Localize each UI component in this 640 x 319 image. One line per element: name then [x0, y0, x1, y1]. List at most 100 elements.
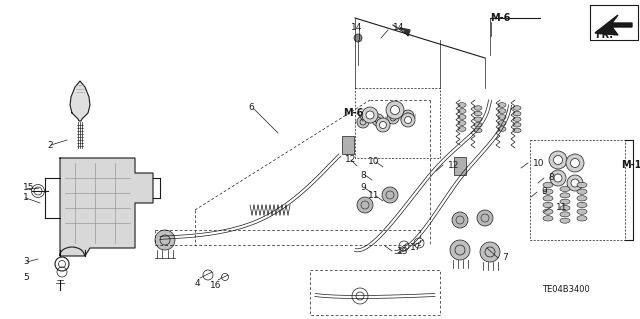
- Ellipse shape: [560, 218, 570, 223]
- Text: 9: 9: [541, 188, 547, 197]
- Ellipse shape: [543, 189, 553, 194]
- Text: 15: 15: [23, 183, 35, 192]
- Circle shape: [362, 107, 378, 123]
- Circle shape: [155, 230, 175, 250]
- Ellipse shape: [560, 187, 570, 191]
- Ellipse shape: [577, 189, 587, 194]
- Text: M-16: M-16: [621, 160, 640, 170]
- Ellipse shape: [474, 106, 482, 110]
- FancyBboxPatch shape: [342, 136, 354, 154]
- Polygon shape: [400, 113, 416, 119]
- Text: 2: 2: [47, 140, 52, 150]
- Circle shape: [554, 155, 563, 165]
- Ellipse shape: [513, 117, 521, 122]
- Ellipse shape: [577, 216, 587, 221]
- FancyBboxPatch shape: [454, 157, 466, 175]
- Ellipse shape: [543, 209, 553, 214]
- Circle shape: [386, 101, 404, 119]
- Polygon shape: [70, 81, 90, 121]
- Ellipse shape: [513, 106, 521, 110]
- Ellipse shape: [543, 216, 553, 221]
- Ellipse shape: [543, 196, 553, 201]
- Polygon shape: [370, 117, 386, 123]
- Ellipse shape: [474, 128, 482, 133]
- Circle shape: [477, 210, 493, 226]
- Circle shape: [380, 122, 387, 129]
- Ellipse shape: [498, 108, 506, 113]
- Ellipse shape: [577, 182, 587, 188]
- Ellipse shape: [513, 111, 521, 116]
- Polygon shape: [400, 28, 410, 36]
- Text: 17: 17: [410, 243, 422, 253]
- Text: 10: 10: [368, 158, 380, 167]
- Text: 3: 3: [23, 257, 29, 266]
- Ellipse shape: [498, 115, 506, 119]
- Circle shape: [452, 212, 468, 228]
- Ellipse shape: [513, 128, 521, 133]
- Circle shape: [550, 170, 566, 186]
- Text: 11: 11: [368, 191, 380, 201]
- Circle shape: [450, 240, 470, 260]
- Text: 12: 12: [345, 155, 356, 165]
- Circle shape: [354, 34, 362, 42]
- Ellipse shape: [543, 202, 553, 208]
- Circle shape: [549, 151, 567, 169]
- Text: 11: 11: [556, 203, 568, 211]
- Text: FR.: FR.: [595, 30, 613, 40]
- Text: 8: 8: [548, 174, 554, 182]
- Text: 9: 9: [360, 183, 365, 192]
- Text: 1: 1: [23, 194, 29, 203]
- Ellipse shape: [543, 182, 553, 188]
- Text: TE04B3400: TE04B3400: [542, 286, 590, 294]
- Circle shape: [480, 242, 500, 262]
- Text: 14: 14: [351, 24, 362, 33]
- Circle shape: [566, 154, 584, 172]
- Ellipse shape: [458, 121, 466, 125]
- Circle shape: [376, 118, 390, 132]
- Text: 13: 13: [397, 247, 408, 256]
- Circle shape: [366, 111, 374, 119]
- Ellipse shape: [474, 122, 482, 127]
- Ellipse shape: [498, 121, 506, 125]
- Text: 5: 5: [23, 273, 29, 283]
- Circle shape: [372, 114, 384, 126]
- Polygon shape: [355, 119, 371, 125]
- Circle shape: [571, 179, 579, 187]
- Text: 12: 12: [448, 160, 460, 169]
- Polygon shape: [595, 15, 632, 35]
- Circle shape: [357, 197, 373, 213]
- Text: 10: 10: [533, 159, 545, 167]
- Ellipse shape: [513, 122, 521, 127]
- Text: 6: 6: [248, 103, 253, 113]
- Ellipse shape: [577, 202, 587, 208]
- Circle shape: [387, 112, 399, 124]
- Ellipse shape: [560, 205, 570, 211]
- Text: 4: 4: [195, 278, 200, 287]
- Ellipse shape: [498, 127, 506, 131]
- Text: 16: 16: [210, 281, 221, 291]
- Ellipse shape: [577, 209, 587, 214]
- Text: M-6: M-6: [343, 108, 364, 118]
- Polygon shape: [385, 115, 401, 121]
- Circle shape: [382, 187, 398, 203]
- Ellipse shape: [458, 108, 466, 113]
- Circle shape: [402, 110, 414, 122]
- Ellipse shape: [458, 115, 466, 119]
- Polygon shape: [60, 158, 153, 256]
- Ellipse shape: [560, 212, 570, 217]
- Circle shape: [401, 113, 415, 127]
- Ellipse shape: [474, 111, 482, 116]
- Ellipse shape: [498, 103, 506, 108]
- Text: 7: 7: [502, 254, 508, 263]
- Text: 14: 14: [393, 24, 404, 33]
- Circle shape: [554, 174, 562, 182]
- Ellipse shape: [560, 193, 570, 198]
- Circle shape: [404, 116, 412, 123]
- Ellipse shape: [474, 117, 482, 122]
- Ellipse shape: [577, 196, 587, 201]
- Ellipse shape: [560, 199, 570, 204]
- Circle shape: [357, 116, 369, 128]
- Circle shape: [390, 106, 399, 115]
- Circle shape: [567, 175, 583, 191]
- Text: M-6: M-6: [490, 13, 510, 23]
